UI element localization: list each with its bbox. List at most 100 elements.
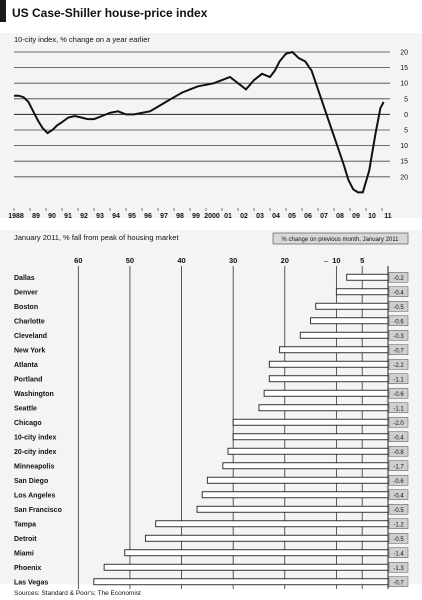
- monthly-change-cell-20-city-index: [388, 446, 409, 457]
- monthly-change-cell-las-vegas: [388, 576, 409, 587]
- line-x-tick-label: 92: [80, 213, 88, 220]
- bar-x-tick-label: 20: [281, 256, 289, 265]
- bar-10-city-index: [232, 433, 389, 441]
- monthly-change-value-tampa: -1.2: [393, 522, 404, 528]
- monthly-change-cell-portland: [388, 373, 409, 384]
- monthly-change-value-minneapolis: -1.7: [393, 464, 404, 470]
- line-x-tick-label: 09: [352, 213, 360, 220]
- monthly-change-value-denver: -0.4: [393, 290, 404, 296]
- line-x-tick-label: 03: [256, 213, 264, 220]
- bar-category-label-portland: Portland: [14, 376, 42, 383]
- monthly-change-value-new-york: -0.7: [393, 348, 404, 354]
- monthly-change-value-miami: -1.4: [393, 551, 404, 557]
- line-y-tick-label: 15: [400, 159, 408, 166]
- bar-new-york: [279, 346, 389, 354]
- bar-tampa: [155, 520, 389, 528]
- bar-20-city-index: [227, 447, 389, 455]
- bar-category-label-cleveland: Cleveland: [14, 333, 47, 340]
- monthly-change-value-san-diego: -0.6: [393, 479, 404, 485]
- monthly-change-cell-washington: [388, 388, 409, 399]
- bar-category-label-tampa: Tampa: [14, 521, 36, 528]
- bar-category-label-boston: Boston: [14, 304, 38, 311]
- line-x-tick-label: 1988: [8, 213, 24, 220]
- line-x-tick-label: 02: [240, 213, 248, 220]
- bar-category-label-san-francisco: San Francisco: [14, 507, 62, 514]
- monthly-change-cell-charlotte: [388, 315, 409, 326]
- bar-dallas: [346, 273, 389, 281]
- line-panel-background: [0, 33, 422, 218]
- bar-chart-subtitle: January 2011, % fall from peak of housin…: [14, 233, 179, 242]
- bar-category-label-los-angeles: Los Angeles: [14, 492, 55, 499]
- line-chart-subtitle: 10-city index, % change on a year earlie…: [14, 35, 150, 44]
- bar-category-label-las-vegas: Las Vegas: [14, 579, 48, 586]
- monthly-change-cell-san-diego: [388, 475, 409, 486]
- bar-boston: [315, 302, 389, 310]
- monthly-change-cell-new-york: [388, 344, 409, 355]
- bar-portland: [268, 375, 389, 383]
- bar-category-label-seattle: Seattle: [14, 405, 37, 412]
- line-x-tick-label: 08: [336, 213, 344, 220]
- bar-detroit: [144, 534, 389, 542]
- monthly-change-cell-phoenix: [388, 562, 409, 573]
- monthly-change-legend-box: [272, 232, 409, 245]
- bar-denver: [335, 288, 389, 296]
- bar-chart-bars: [93, 273, 389, 586]
- bar-category-label-atlanta: Atlanta: [14, 362, 38, 369]
- line-x-tick-label: 97: [160, 213, 168, 220]
- line-y-tick-label: 10: [400, 81, 408, 88]
- monthly-change-value-portland: -1.1: [393, 377, 404, 383]
- monthly-change-value-san-francisco: -0.5: [393, 508, 404, 514]
- line-y-tick-label: 5: [404, 128, 408, 135]
- line-chart-gridlines: [14, 51, 390, 178]
- line-y-tick-label: 20: [400, 174, 408, 181]
- monthly-change-cell-cleveland: [388, 330, 409, 341]
- line-chart-x-tick-labels: 1988 89 90 91 92 93 94 95 96 97 98 99 2000 01 02 03 04 05…: [8, 208, 392, 220]
- source-note: Sources: Standard & Poor's; The Economis…: [14, 590, 141, 597]
- series-line-10-city-index: [14, 50, 385, 194]
- bar-los-angeles: [201, 491, 389, 499]
- monthly-change-cell-chicago: [388, 417, 409, 428]
- monthly-change-value-20-city-index: -0.8: [393, 450, 404, 456]
- bar-x-tick-label: 40: [177, 256, 185, 265]
- monthly-change-value-cleveland: -0.3: [393, 334, 404, 340]
- monthly-change-cell-tampa: [388, 518, 409, 529]
- bar-las-vegas: [93, 578, 389, 586]
- monthly-change-cell-san-francisco: [388, 504, 409, 515]
- bar-x-tick-label: 5: [360, 256, 364, 265]
- monthly-change-value-10-city-index: -0.4: [393, 435, 404, 441]
- line-y-tick-label: 15: [400, 65, 408, 72]
- bar-x-tick-label: 60: [74, 256, 82, 265]
- bar-miami: [124, 549, 389, 557]
- line-chart-y-tick-labels: 20 15 10 5 0 5 10 15 20: [400, 50, 408, 182]
- monthly-change-cell-seattle: [388, 402, 409, 413]
- line-y-tick-label: 5: [404, 96, 408, 103]
- bar-chart-category-labels: Dallas Denver Boston Charlotte Cleveland New …: [14, 275, 62, 587]
- bar-x-tick-label: 10: [332, 256, 340, 265]
- line-x-tick-label: 05: [288, 213, 296, 220]
- line-y-tick-label: 0: [404, 112, 408, 119]
- monthly-change-value-boston: -0.5: [393, 305, 404, 311]
- bar-category-label-minneapolis: Minneapolis: [14, 463, 55, 470]
- bar-chart-monthly-change-values: -0.2 -0.4 -0.5 -0.6 -0.3 -0.7 -2.2 -1.1 -0.6 -1.1…: [388, 272, 409, 587]
- bar-chart-x-tick-labels: 60 50 40 30 20 10 5 –: [74, 256, 364, 265]
- line-x-tick-label: 07: [320, 213, 328, 220]
- monthly-change-value-atlanta: -2.2: [393, 363, 404, 369]
- line-x-tick-label: 89: [32, 213, 40, 220]
- line-x-tick-label: 93: [96, 213, 104, 220]
- page-title: US Case-Shiller house-price index: [12, 6, 208, 20]
- monthly-change-value-phoenix: -1.3: [393, 566, 404, 572]
- monthly-change-legend-label: % change on previous month, January 2011: [282, 237, 400, 243]
- line-x-tick-label: 90: [48, 213, 56, 220]
- bar-atlanta: [268, 360, 389, 368]
- monthly-change-cell-boston: [388, 301, 409, 312]
- bar-category-label-miami: Miami: [14, 550, 34, 557]
- bar-category-label-charlotte: Charlotte: [14, 318, 45, 325]
- bar-chicago: [232, 418, 389, 426]
- monthly-change-cell-10-city-index: [388, 431, 409, 442]
- bar-category-label-denver: Denver: [14, 289, 38, 296]
- line-x-tick-label: 96: [144, 213, 152, 220]
- bar-san-diego: [206, 476, 389, 484]
- line-x-tick-label: 01: [224, 213, 232, 220]
